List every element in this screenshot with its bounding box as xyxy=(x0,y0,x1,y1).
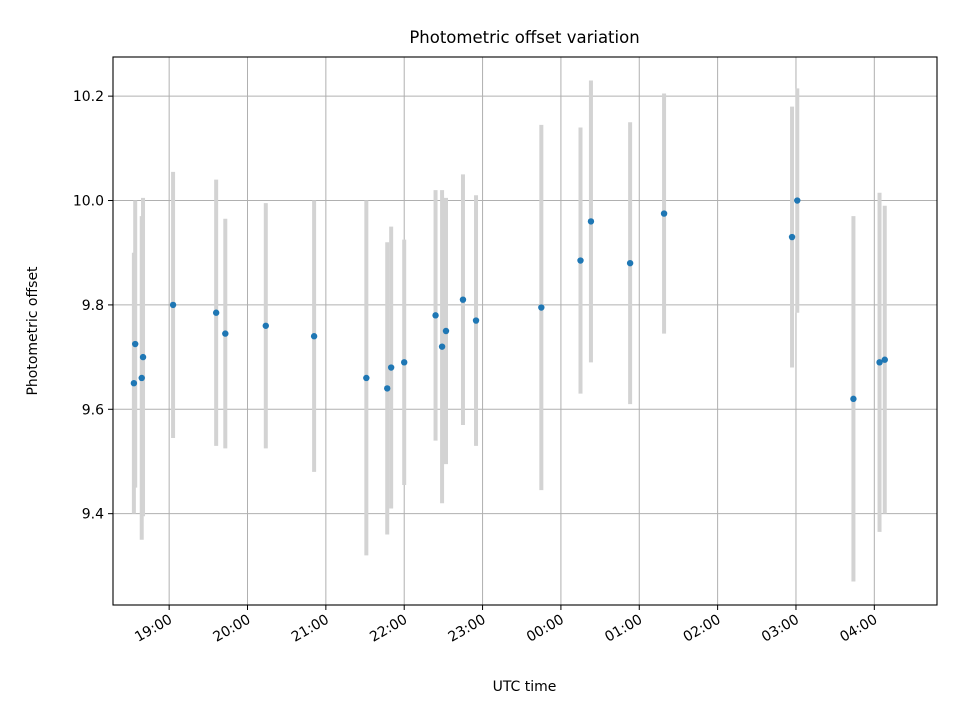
y-tick-label: 10.0 xyxy=(73,194,104,210)
data-point xyxy=(363,374,370,382)
data-point xyxy=(310,333,318,340)
y-axis-label: Photometric offset xyxy=(25,266,41,396)
data-point xyxy=(626,259,634,267)
data-point xyxy=(577,257,584,264)
data-point xyxy=(138,374,145,382)
data-point xyxy=(660,210,668,217)
data-point xyxy=(876,359,883,366)
data-point xyxy=(538,304,545,311)
data-point xyxy=(384,385,391,392)
plot-frame xyxy=(112,56,938,606)
data-points xyxy=(130,197,888,403)
data-point xyxy=(432,312,439,319)
data-point xyxy=(139,353,147,361)
data-point xyxy=(587,218,595,225)
data-point xyxy=(472,317,480,324)
data-point xyxy=(131,340,139,348)
data-point xyxy=(881,356,888,363)
data-point xyxy=(130,379,138,387)
data-point xyxy=(788,233,796,241)
y-tick-label: 9.8 xyxy=(82,298,104,314)
x-axis-label: UTC time xyxy=(493,679,557,695)
data-point xyxy=(212,309,220,316)
data-point xyxy=(401,359,408,366)
data-point xyxy=(794,197,801,204)
data-point xyxy=(438,343,446,350)
data-point xyxy=(459,296,467,303)
data-point xyxy=(442,327,450,335)
y-tick-label: 9.6 xyxy=(82,402,104,418)
data-point xyxy=(387,364,395,371)
chart-title: Photometric offset variation xyxy=(409,28,639,47)
y-tick-label: 9.4 xyxy=(82,507,104,523)
data-point xyxy=(222,330,229,337)
y-axis: 9.4 9.6 9.8 10.0 10.2 xyxy=(73,89,113,523)
y-tick-label: 10.2 xyxy=(73,89,104,105)
data-point xyxy=(169,301,177,309)
data-point xyxy=(850,395,857,403)
data-point xyxy=(262,322,269,329)
